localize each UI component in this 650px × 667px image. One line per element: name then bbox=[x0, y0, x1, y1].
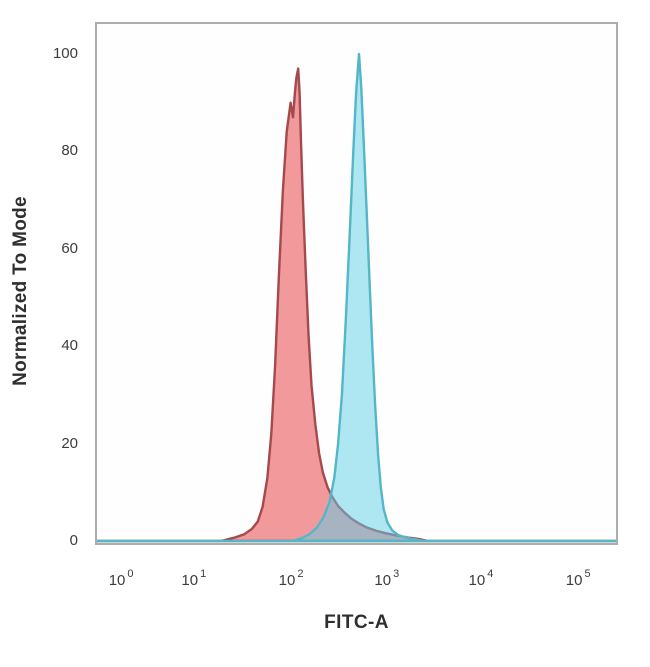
x-tick-label-10e1: 10 1 bbox=[163, 568, 223, 589]
y-tick-label-60: 60 bbox=[61, 239, 78, 257]
y-tick-label-100: 100 bbox=[52, 45, 78, 62]
x-tick-label-10e5: 10 5 bbox=[547, 568, 607, 589]
x-tick-base: 10 bbox=[565, 572, 583, 589]
x-tick-base: 10 bbox=[374, 572, 392, 589]
x-tick-base: 10 bbox=[108, 572, 126, 589]
x-axis-title: FITC-A bbox=[324, 612, 389, 633]
x-tick-label-10e4: 10 4 bbox=[450, 568, 510, 589]
x-tick-exponent: 4 bbox=[487, 568, 494, 580]
y-tick-label-0: 0 bbox=[69, 532, 78, 549]
x-tick-exponent: 5 bbox=[584, 568, 591, 580]
x-tick-base: 10 bbox=[278, 572, 296, 589]
y-axis-title: Normalized To Mode bbox=[10, 196, 31, 386]
x-tick-label-10e3: 10 3 bbox=[356, 568, 416, 589]
x-tick-exponent: 0 bbox=[127, 568, 134, 580]
plot-area bbox=[95, 22, 618, 545]
cyan-stained-peak-curve bbox=[97, 52, 616, 543]
x-tick-base: 10 bbox=[181, 572, 199, 589]
x-tick-base: 10 bbox=[468, 572, 486, 589]
x-tick-exponent: 3 bbox=[393, 568, 400, 580]
y-tick-label-40: 40 bbox=[61, 337, 78, 355]
x-tick-exponent: 1 bbox=[200, 568, 207, 580]
x-tick-exponent: 2 bbox=[297, 568, 304, 580]
y-tick-label-80: 80 bbox=[61, 142, 78, 160]
histogram-curves bbox=[97, 52, 616, 543]
x-tick-label-10e0: 10 0 bbox=[90, 568, 150, 589]
x-tick-label-10e2: 10 2 bbox=[260, 568, 320, 589]
y-tick-label-20: 20 bbox=[61, 434, 78, 452]
